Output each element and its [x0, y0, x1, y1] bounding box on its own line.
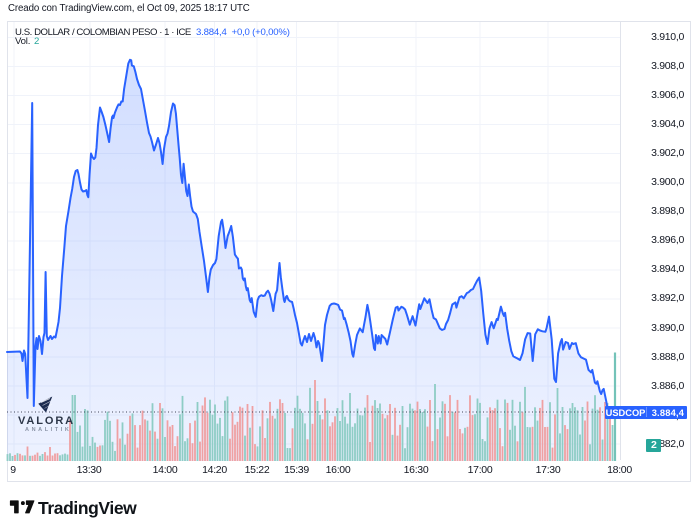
svg-text:TradingView: TradingView: [38, 498, 137, 518]
